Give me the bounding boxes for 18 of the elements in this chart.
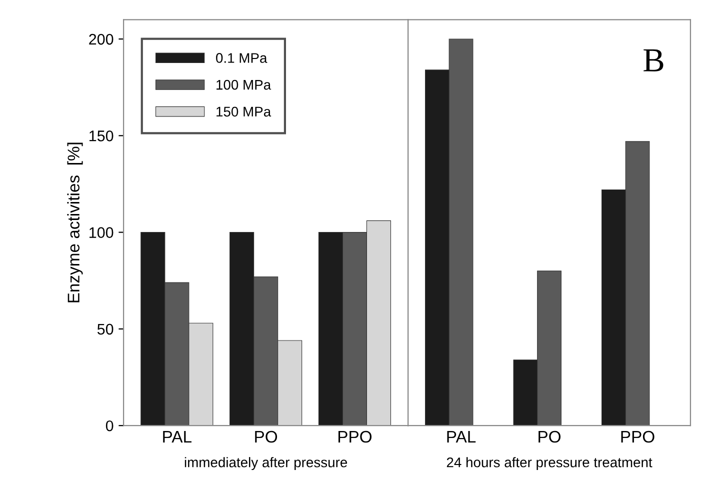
y-axis-title: Enzyme activities [%] (67, 142, 83, 302)
legend-label: 0.1 MPa (216, 53, 268, 63)
y-tick-label: 100 (90, 227, 114, 238)
y-tick-label: 50 (97, 324, 114, 335)
x-axis-title: 24 hours after pressure treatment (446, 457, 652, 470)
x-tick-label: PAL (163, 431, 192, 443)
x-tick-label: PPO (621, 430, 654, 443)
legend-label: 150 MPa (216, 106, 272, 117)
x-tick-label: PPO (338, 430, 372, 443)
x-tick-label: PAL (447, 431, 476, 443)
x-tick-label: PO (255, 430, 278, 443)
x-tick-label: PO (538, 430, 561, 443)
y-tick-label: 150 (90, 130, 114, 142)
legend-label: 100 MPa (216, 80, 272, 90)
y-tick-label: 0 (106, 420, 114, 432)
text: B (644, 49, 664, 72)
y-tick-label: 200 (89, 34, 114, 45)
x-axis-title: immediately after pressure (184, 457, 348, 470)
